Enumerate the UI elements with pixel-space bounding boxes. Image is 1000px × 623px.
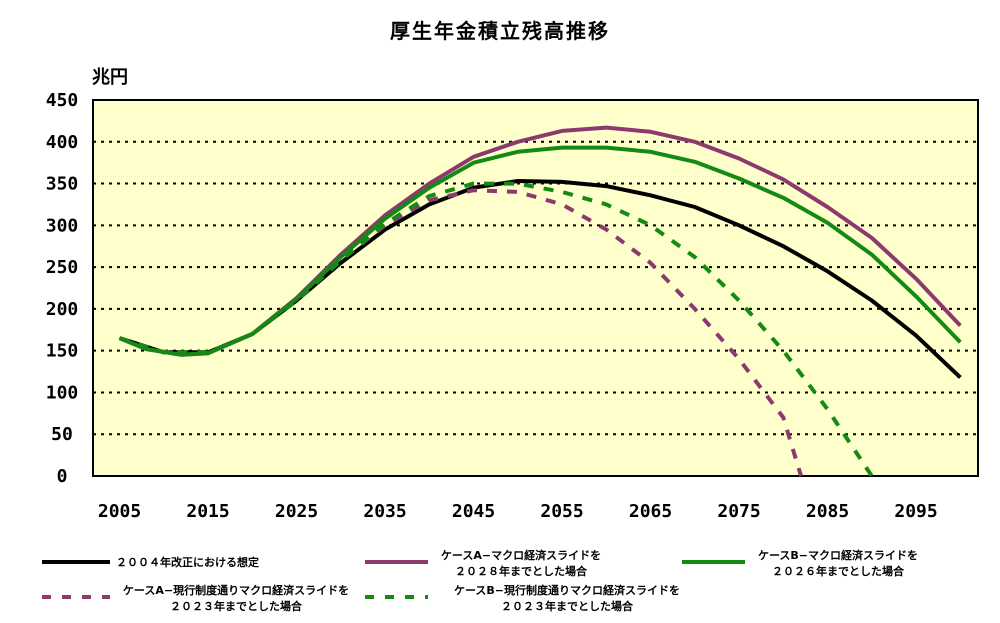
legend-label: ケースA−マクロ経済スライドを [441, 548, 601, 562]
x-tick-label: 2055 [540, 501, 583, 522]
y-axis-unit-label: 兆円 [92, 67, 128, 88]
y-tick-label: 250 [46, 257, 79, 278]
x-tick-label: 2065 [629, 501, 672, 522]
y-tick-label: 300 [46, 215, 79, 236]
y-axis-ticks: 0 50 100 150 200 250 300 350 400 450 [46, 90, 79, 487]
legend-label: ケースB−現行制度通りマクロ経済スライドを [454, 583, 680, 597]
y-tick-label: 0 [57, 466, 68, 487]
x-tick-label: 2075 [717, 501, 760, 522]
y-tick-label: 100 [46, 382, 79, 403]
x-tick-label: 2025 [275, 501, 318, 522]
legend-label: ケースB−マクロ経済スライドを [758, 548, 918, 562]
x-tick-label: 2005 [98, 501, 141, 522]
x-tick-label: 2095 [894, 501, 937, 522]
x-tick-label: 2035 [363, 501, 406, 522]
legend-label: ２０２３年までとした場合 [501, 599, 634, 613]
legend-label: ケースA−現行制度通りマクロ経済スライドを [123, 583, 349, 597]
legend-label: ２０２８年までとした場合 [455, 564, 588, 578]
legend: ２００４年改正における想定 ケースA−マクロ経済スライドを ２０２８年までとした場合… [42, 548, 918, 613]
y-tick-label: 400 [46, 132, 79, 153]
y-tick-label: 150 [46, 341, 79, 362]
legend-label: ２０２３年までとした場合 [170, 599, 303, 613]
legend-label: ２００４年改正における想定 [116, 555, 259, 569]
x-tick-label: 2045 [452, 501, 495, 522]
legend-label: ２０２６年までとした場合 [772, 564, 905, 578]
y-tick-label: 350 [46, 174, 79, 195]
x-tick-label: 2015 [186, 501, 229, 522]
y-tick-label: 450 [46, 90, 79, 111]
y-tick-label: 200 [46, 299, 79, 320]
chart-title: 厚生年金積立残高推移 [390, 19, 610, 43]
x-axis-ticks: 2005 2015 2025 2035 2045 2055 2065 2075 2085 2095 [98, 501, 938, 522]
x-tick-label: 2085 [806, 501, 849, 522]
y-tick-label: 50 [51, 424, 73, 445]
plot-area [93, 100, 978, 476]
